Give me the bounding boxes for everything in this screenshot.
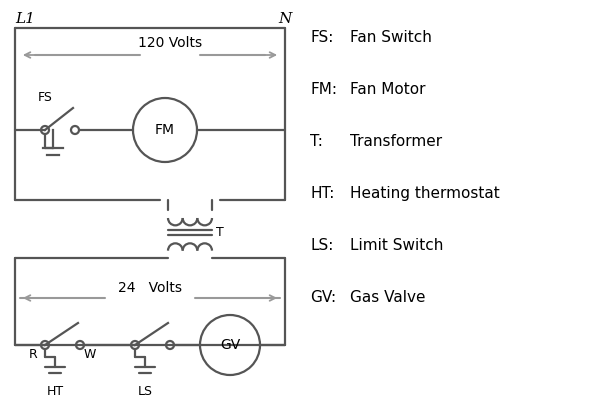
Text: T: T bbox=[216, 226, 224, 239]
Text: T:: T: bbox=[310, 134, 323, 149]
Text: R: R bbox=[28, 348, 37, 362]
Text: W: W bbox=[84, 348, 96, 362]
Text: FS:: FS: bbox=[310, 30, 333, 45]
Text: GV: GV bbox=[220, 338, 240, 352]
Text: Heating thermostat: Heating thermostat bbox=[350, 186, 500, 201]
Text: Fan Switch: Fan Switch bbox=[350, 30, 432, 45]
Text: HT: HT bbox=[47, 385, 64, 398]
Text: LS:: LS: bbox=[310, 238, 333, 253]
Text: 120 Volts: 120 Volts bbox=[138, 36, 202, 50]
Text: FS: FS bbox=[38, 91, 53, 104]
Text: L1: L1 bbox=[15, 12, 35, 26]
Text: HT:: HT: bbox=[310, 186, 335, 201]
Text: Gas Valve: Gas Valve bbox=[350, 290, 425, 305]
Text: FM:: FM: bbox=[310, 82, 337, 97]
Text: 24   Volts: 24 Volts bbox=[118, 281, 182, 295]
Text: Fan Motor: Fan Motor bbox=[350, 82, 425, 97]
Text: GV:: GV: bbox=[310, 290, 336, 305]
Text: Limit Switch: Limit Switch bbox=[350, 238, 443, 253]
Text: Transformer: Transformer bbox=[350, 134, 442, 149]
Text: FM: FM bbox=[155, 123, 175, 137]
Text: N: N bbox=[278, 12, 291, 26]
Text: LS: LS bbox=[137, 385, 152, 398]
